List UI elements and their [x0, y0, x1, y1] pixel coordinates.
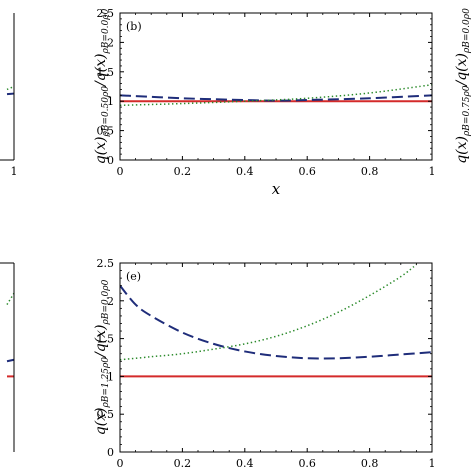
x-tick-label: 0.6	[298, 165, 316, 178]
y-axis-label-part: ρB=1.25ρ0	[101, 357, 111, 409]
x-tick-label: 0.2	[174, 457, 192, 470]
y-tick-label: 0	[107, 154, 114, 167]
y-axis-label-part: (x)	[93, 53, 109, 72]
x-tick-label: 0.8	[361, 457, 379, 470]
x-tick-label: 0.4	[236, 165, 254, 178]
y-tick-label: 2.5	[97, 7, 115, 20]
y-tick-label: 0	[107, 446, 114, 459]
y-tick-label: 1	[107, 95, 114, 108]
series-dashed-line	[120, 94, 432, 102]
y-axis-label-part: /	[93, 351, 109, 359]
plot-frame	[119, 12, 433, 161]
y-axis-label-part: q	[93, 343, 109, 352]
y-axis-label-part: q	[454, 72, 470, 81]
x-tick-label: 0.6	[298, 457, 316, 470]
panel-label: (b)	[126, 20, 142, 33]
x-tick-label: 0	[117, 457, 124, 470]
x-tick-label: 0.2	[174, 165, 192, 178]
panel-b: 0 0.2 0.4 0.6 0.8 100.511.522.5(b)xq(x)ρB=0.5…	[93, 7, 436, 198]
series-dotted-line	[120, 83, 432, 107]
y-axis-label-part: (x)	[454, 136, 470, 155]
series-dotted-line	[6, 292, 15, 305]
panel-left-bottom	[0, 262, 15, 452]
x-tick-label: 0	[117, 165, 124, 178]
y-axis-label-part: (x)	[454, 53, 470, 72]
y-axis-label-part: q	[93, 426, 109, 435]
y-axis-label: q(x)ρB=0.50ρ0/q(x)ρB=0.0ρ0	[93, 8, 111, 164]
y-tick-label: 2	[107, 36, 114, 49]
x-tick-label: 0.4	[236, 457, 254, 470]
series-dashed-line	[120, 285, 432, 360]
y-tick-label: 2	[107, 295, 114, 308]
y-axis-label-part: ρB=0.0ρ0	[101, 279, 111, 325]
x-tick-label: 0.8	[361, 165, 379, 178]
y-axis-label-part: ρB=0.50ρ0	[101, 86, 111, 138]
y-axis-label-part: ρB=0.0ρ0	[101, 8, 111, 54]
y-axis-label-part: /	[454, 79, 470, 87]
y-axis-label-part: q	[93, 155, 109, 164]
series-dashed-line	[6, 358, 15, 363]
y-axis-label-part: (x)	[93, 137, 109, 156]
series-dotted-line	[120, 263, 417, 361]
y-axis-label-part: ρB=0.0ρ0	[462, 8, 472, 54]
y-axis-label: q(x)ρB=1.25ρ0/q(x)ρB=0.0ρ0	[93, 279, 111, 435]
plot-frame	[119, 262, 433, 453]
y-axis-label: q(x)ρB=0.75ρ0/q(x)ρB=0.0ρ0	[454, 8, 472, 164]
y-axis-label-part: (x)	[93, 324, 109, 343]
series-dashed-line	[6, 92, 15, 96]
y-axis-label-part: q	[454, 155, 470, 164]
y-tick-label: 0.5	[97, 125, 115, 138]
series-dotted-line	[6, 85, 15, 91]
panel-label: (e)	[126, 270, 141, 283]
y-tick-label: 2.5	[97, 257, 115, 270]
x-tick-label: 1	[11, 165, 18, 178]
y-axis-label-part: (x)	[93, 408, 109, 427]
panel-e: 00.20.40.60.8100.511.522.5(e)xq(x)ρB=1.2…	[93, 257, 436, 474]
x-axis-label: x	[272, 180, 281, 198]
y-tick-label: 1.5	[97, 333, 115, 346]
x-tick-label: 1	[429, 165, 436, 178]
panel-left-top: 1	[0, 13, 18, 178]
y-tick-label: 0.5	[97, 408, 115, 421]
x-axis-label: x	[272, 472, 281, 474]
x-tick-label: 1	[429, 457, 436, 470]
y-axis-label-part: ρB=0.75ρ0	[462, 85, 472, 137]
panel-right-top: q(x)ρB=0.75ρ0/q(x)ρB=0.0ρ0	[454, 8, 472, 164]
y-axis-label-part: /	[93, 80, 109, 88]
y-tick-label: 1.5	[97, 66, 115, 79]
y-tick-label: 1	[107, 370, 114, 383]
y-axis-label-part: q	[93, 72, 109, 81]
